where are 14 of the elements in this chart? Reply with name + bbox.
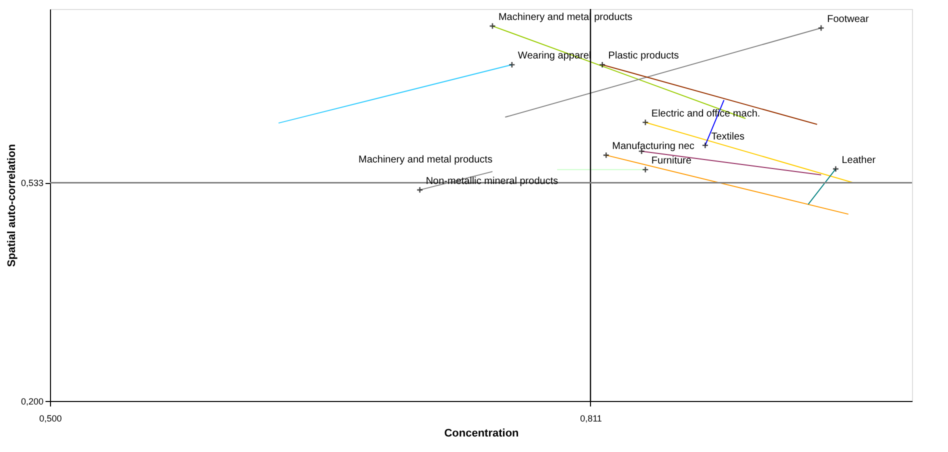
series-label: Manufacturing nec bbox=[612, 141, 694, 152]
series-label: Plastic products bbox=[608, 50, 679, 62]
series-label: Non-metallic mineral products bbox=[426, 176, 558, 187]
y-axis-title: Spatial auto-correlation bbox=[6, 144, 18, 267]
y-tick-label: 0,533 bbox=[20, 178, 44, 188]
series-label: Textiles bbox=[711, 131, 745, 142]
annotation: Machinery and metal products bbox=[358, 154, 492, 166]
x-axis-title: Concentration bbox=[444, 428, 520, 440]
series-label: Footwear bbox=[827, 14, 870, 26]
series-label: Leather bbox=[842, 154, 876, 166]
x-tick-label: 0,500 bbox=[39, 414, 62, 424]
y-tick-label: 0,200 bbox=[20, 396, 44, 406]
x-tick-label: 0,811 bbox=[580, 414, 602, 424]
series-label: Furniture bbox=[651, 156, 692, 167]
